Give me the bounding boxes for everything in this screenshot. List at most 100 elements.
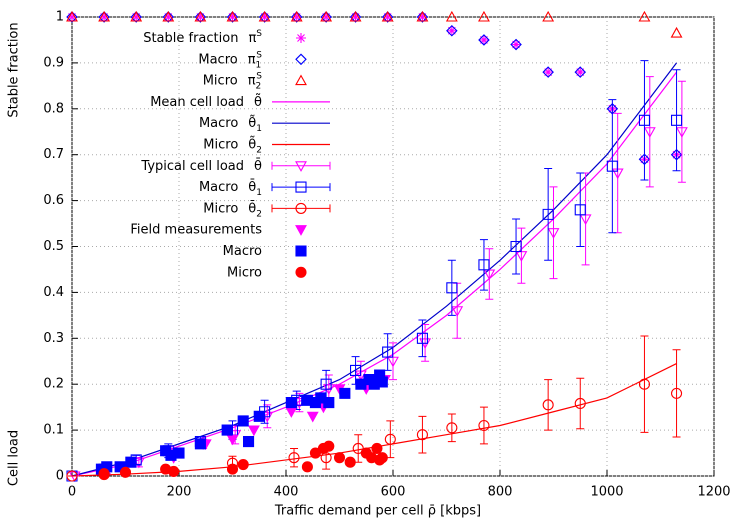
data-point: [446, 24, 458, 37]
x-tick-label: 0: [68, 485, 76, 500]
data-point: [510, 38, 522, 51]
legend-label: Macro θ̄1: [199, 179, 262, 197]
error-bar: [677, 80, 686, 183]
legend-symbol: θ̃: [254, 93, 262, 109]
error-bar: [512, 218, 521, 275]
data-point: [194, 11, 207, 23]
legend-label: Macro: [223, 244, 262, 259]
data-point: [323, 397, 335, 409]
legend-sub: 1: [256, 60, 262, 70]
data-point: [130, 10, 143, 22]
legend-label: Field measurements: [130, 222, 262, 237]
data-point: [542, 208, 554, 220]
data-point: [371, 442, 383, 455]
legend-marker: [296, 33, 306, 43]
data-point: [67, 12, 77, 22]
data-point: [247, 425, 260, 437]
error-bar: [447, 259, 456, 316]
data-point: [574, 204, 586, 216]
error-bar: [354, 434, 363, 463]
data-point: [306, 411, 319, 423]
data-point: [290, 10, 303, 22]
data-point: [173, 447, 185, 459]
legend-marker: [295, 161, 307, 172]
data-point: [344, 456, 356, 468]
legend-sub: 2: [256, 81, 262, 91]
data-point: [285, 407, 298, 418]
error-bar: [640, 60, 649, 181]
legend-name: Micro: [227, 265, 262, 280]
y-tick-label: 0: [56, 469, 64, 484]
data-point: [675, 127, 688, 138]
error-bar: [549, 186, 558, 280]
data-point: [290, 11, 303, 23]
error-bar: [672, 349, 681, 438]
data-point: [125, 456, 137, 468]
data-point: [446, 282, 458, 294]
data-point: [381, 10, 394, 22]
error-bar: [645, 76, 654, 188]
legend-name: Typical cell load: [140, 158, 244, 173]
data-point: [162, 11, 175, 23]
data-point: [237, 415, 249, 427]
legend-label: Macro π1S: [198, 50, 262, 70]
y-tick-label: 0.5: [43, 239, 64, 254]
data-point: [119, 466, 132, 478]
data-point: [638, 114, 650, 126]
y-axis-label: Stable fraction: [7, 22, 22, 117]
error-bar: [485, 248, 494, 300]
x-tick-label: 1000: [590, 485, 623, 500]
legend-errorbar: [271, 204, 331, 213]
data-point: [543, 67, 554, 78]
data-point: [446, 25, 457, 36]
data-point: [162, 10, 175, 22]
data-point: [542, 10, 555, 22]
data-point: [226, 10, 239, 22]
data-point: [227, 12, 238, 22]
data-point: [99, 12, 110, 22]
legend-name: Macro: [198, 52, 237, 67]
legend-sup: S: [256, 29, 262, 39]
x-axis-label: Traffic demand per cell ρ̄ [kbps]: [274, 504, 481, 519]
data-point: [66, 10, 78, 22]
data-point: [66, 470, 78, 482]
data-point: [376, 376, 388, 388]
legend-name: Mean cell load: [150, 94, 244, 109]
data-point: [194, 438, 206, 450]
data-point: [638, 10, 651, 22]
error-bar: [290, 447, 299, 468]
error-bar: [576, 172, 585, 247]
data-point: [285, 397, 297, 409]
error-bar: [640, 335, 649, 433]
data-point: [350, 12, 361, 22]
error-bar: [418, 415, 427, 454]
legend-name: Micro: [203, 137, 238, 152]
data-point: [575, 67, 586, 78]
legend-symbol: π: [248, 73, 256, 88]
data-point: [381, 11, 394, 23]
x-tick-label: 600: [381, 485, 406, 500]
data-point: [510, 240, 522, 253]
legend-marker: [295, 181, 307, 193]
data-point: [478, 259, 490, 271]
data-point: [320, 11, 332, 23]
data-point: [349, 11, 362, 23]
data-point: [606, 160, 618, 172]
error-bar: [576, 377, 585, 430]
y-axis-label: Cell load: [7, 430, 22, 486]
data-point: [333, 452, 346, 464]
data-point: [288, 452, 300, 464]
data-point: [243, 436, 255, 448]
data-point: [226, 463, 239, 475]
legend-label: Micro π2S: [203, 71, 263, 91]
data-point: [291, 12, 302, 22]
data-point: [382, 12, 393, 22]
data-point: [321, 12, 332, 22]
data-point: [130, 11, 142, 23]
data-point: [542, 399, 554, 411]
data-point: [195, 12, 206, 22]
legend-name: Macro: [199, 116, 238, 131]
error-bar: [544, 379, 553, 431]
data-point: [259, 12, 270, 22]
